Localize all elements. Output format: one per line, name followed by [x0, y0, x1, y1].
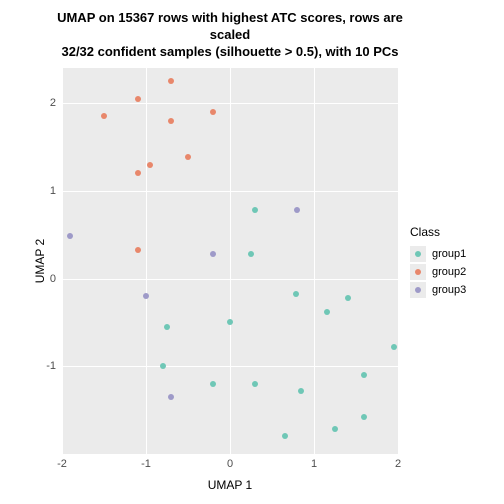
title-line-2: 32/32 confident samples (silhouette > 0.…	[61, 44, 398, 59]
legend-dot-icon	[415, 287, 421, 293]
legend-title: Class	[410, 225, 466, 239]
legend: Class group1 group2 group3	[410, 225, 466, 299]
legend-item-group1: group1	[410, 245, 466, 263]
title-line-1: UMAP on 15367 rows with highest ATC scor…	[57, 10, 403, 42]
legend-dot-icon	[415, 269, 421, 275]
gridline-h	[62, 279, 398, 280]
data-point-group1	[324, 309, 330, 315]
data-point-group1	[227, 319, 233, 325]
data-point-group2	[168, 118, 174, 124]
x-axis-label: UMAP 1	[208, 478, 252, 492]
data-point-group2	[135, 170, 141, 176]
data-point-group1	[298, 388, 304, 394]
data-point-group1	[345, 295, 351, 301]
gridline-h	[62, 191, 398, 192]
chart-title: UMAP on 15367 rows with highest ATC scor…	[40, 10, 420, 61]
gridline-v	[398, 68, 399, 454]
legend-key	[410, 246, 426, 262]
gridline-v	[62, 68, 63, 454]
y-tick-label: 2	[50, 97, 62, 109]
data-point-group3	[210, 251, 216, 257]
data-point-group2	[135, 247, 141, 253]
y-tick-label: 1	[50, 185, 62, 197]
legend-label: group3	[432, 284, 466, 296]
data-point-group1	[293, 291, 299, 297]
data-point-group2	[210, 109, 216, 115]
legend-key	[410, 282, 426, 298]
data-point-group1	[252, 207, 258, 213]
x-tick-label: -1	[141, 454, 151, 470]
data-point-group1	[252, 381, 258, 387]
x-tick-label: 0	[227, 454, 233, 470]
chart-container: UMAP on 15367 rows with highest ATC scor…	[0, 0, 504, 504]
gridline-h	[62, 103, 398, 104]
gridline-h	[62, 366, 398, 367]
gridline-v	[146, 68, 147, 454]
data-point-group1	[332, 426, 338, 432]
x-tick-label: 1	[311, 454, 317, 470]
data-point-group2	[101, 113, 107, 119]
data-point-group2	[147, 162, 153, 168]
y-tick-label: 0	[50, 273, 62, 285]
data-point-group1	[164, 324, 170, 330]
legend-label: group1	[432, 248, 466, 260]
data-point-group1	[361, 372, 367, 378]
legend-key	[410, 264, 426, 280]
data-point-group2	[168, 78, 174, 84]
data-point-group3	[67, 233, 73, 239]
legend-item-group3: group3	[410, 281, 466, 299]
y-axis-label: UMAP 2	[33, 239, 47, 283]
data-point-group1	[248, 251, 254, 257]
legend-label: group2	[432, 266, 466, 278]
data-point-group1	[282, 433, 288, 439]
gridline-v	[314, 68, 315, 454]
data-point-group2	[185, 154, 191, 160]
legend-dot-icon	[415, 251, 421, 257]
gridline-v	[230, 68, 231, 454]
data-point-group1	[210, 381, 216, 387]
legend-item-group2: group2	[410, 263, 466, 281]
data-point-group1	[160, 363, 166, 369]
x-tick-label: 2	[395, 454, 401, 470]
plot-area: UMAP 1 UMAP 2 -2-1012-1012	[62, 68, 398, 454]
data-point-group3	[143, 293, 149, 299]
data-point-group2	[135, 96, 141, 102]
data-point-group3	[294, 207, 300, 213]
x-tick-label: -2	[57, 454, 67, 470]
data-point-group1	[361, 414, 367, 420]
data-point-group1	[391, 344, 397, 350]
y-tick-label: -1	[46, 360, 62, 372]
data-point-group3	[168, 394, 174, 400]
